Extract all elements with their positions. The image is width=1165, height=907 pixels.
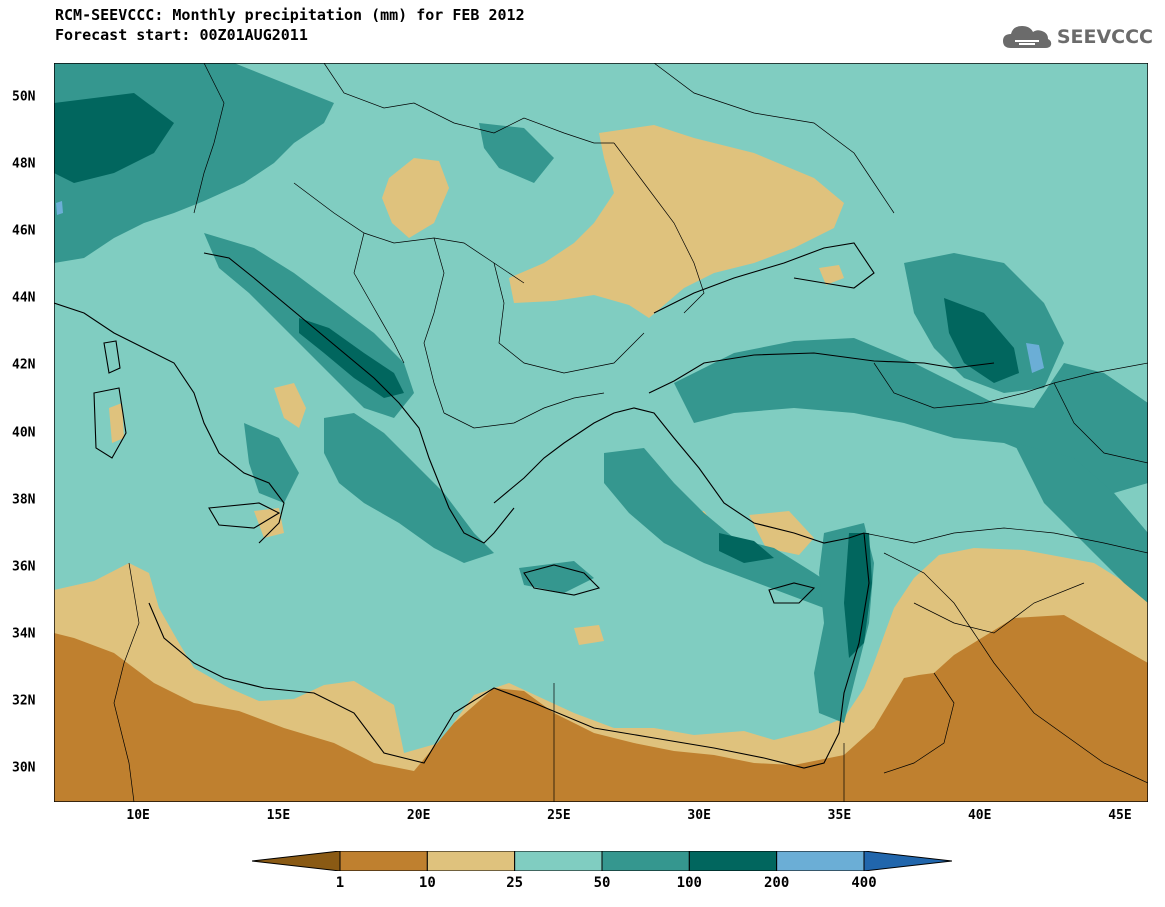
precip-region-10-25-north (509, 125, 844, 318)
country-borders (113, 63, 1148, 802)
colorbar-label-25: 25 (506, 875, 524, 891)
lon-label-15e: 15E (266, 808, 291, 823)
lat-label-50n: 50N (12, 89, 36, 105)
precip-region-50-100-east-anatolia (1014, 443, 1148, 603)
lat-label-34n: 34N (12, 626, 36, 642)
colorbar-label-1: 1 (335, 875, 345, 891)
precip-region-50-100-aegean-east (604, 448, 844, 608)
colorbar-box-3 (601, 851, 690, 871)
colorbar-label-100: 100 (676, 875, 702, 891)
precip-region-50-100-italy-south (244, 423, 299, 503)
colorbar-label-200: 200 (764, 875, 790, 891)
precip-patch-10-25-italy (274, 383, 306, 428)
forecast-start-subtitle: Forecast start: 00Z01AUG2011 (55, 26, 308, 44)
precip-region-10-25-hungary (382, 158, 449, 238)
colorbar-box-1 (426, 851, 516, 871)
precipitation-map (54, 63, 1148, 802)
precip-patch-10-25-sardinia (109, 403, 124, 443)
precip-region-100-200-turkey-south (719, 533, 774, 563)
precip-region-100-200-georgia (944, 298, 1019, 383)
colorbar-box-0 (339, 851, 428, 871)
lat-label-42n: 42N (12, 357, 36, 373)
colorbar-label-400: 400 (851, 875, 877, 891)
lon-label-35e: 35E (827, 808, 852, 823)
lon-label-25e: 25E (547, 808, 571, 823)
lat-label-32n: 32N (12, 693, 36, 709)
precip-region-100-200-levant (844, 533, 872, 658)
colorbar-arrow-high (863, 851, 952, 871)
precip-patch-200-400-alps (56, 201, 63, 215)
precip-patch-200-400-georgia (1026, 343, 1044, 373)
lat-label-36n: 36N (12, 559, 36, 575)
precip-region-50-100-ionian (324, 413, 494, 563)
precip-patch-10-25-anatolia-east (749, 511, 814, 555)
colorbar (252, 851, 952, 871)
cloud-icon (1002, 26, 1052, 48)
map-title: RCM-SEEVCCC: Monthly precipitation (mm) … (55, 6, 525, 24)
precip-patch-10-25-sicily (254, 508, 284, 538)
precip-region-100-200-alps (54, 93, 174, 183)
colorbar-box-4 (688, 851, 778, 871)
lat-label-48n: 48N (12, 156, 36, 172)
lon-label-20e: 20E (406, 808, 431, 823)
lat-label-44n: 44N (12, 290, 36, 306)
precip-band-1-10-south (54, 615, 1148, 802)
lon-label-10e: 10E (126, 808, 150, 823)
lat-label-38n: 38N (12, 492, 36, 508)
coastlines (54, 242, 995, 769)
precip-patch-10-25-crimea (819, 265, 844, 285)
colorbar-box-2 (514, 851, 603, 871)
precip-region-50-100-black-sea-south (674, 338, 1148, 493)
colorbar-label-50: 50 (593, 875, 611, 891)
lat-label-30n: 30N (12, 760, 36, 776)
colorbar-label-10: 10 (418, 875, 436, 891)
lon-label-40e: 40E (967, 808, 992, 823)
lon-label-45e: 45E (1108, 808, 1132, 823)
lat-label-46n: 46N (12, 223, 36, 239)
colorbar-box-5 (776, 851, 865, 871)
map-canvas (54, 63, 1148, 802)
colorbar-arrow-low (252, 851, 341, 871)
logo-text: SEEVCCC (1056, 26, 1153, 48)
seevccc-logo: SEEVCCC (1001, 22, 1153, 52)
precip-patch-10-25-sea (574, 625, 604, 645)
precip-region-50-100-carpathian (479, 123, 554, 183)
lat-label-40n: 40N (12, 425, 36, 440)
lon-label-30e: 30E (687, 808, 711, 823)
